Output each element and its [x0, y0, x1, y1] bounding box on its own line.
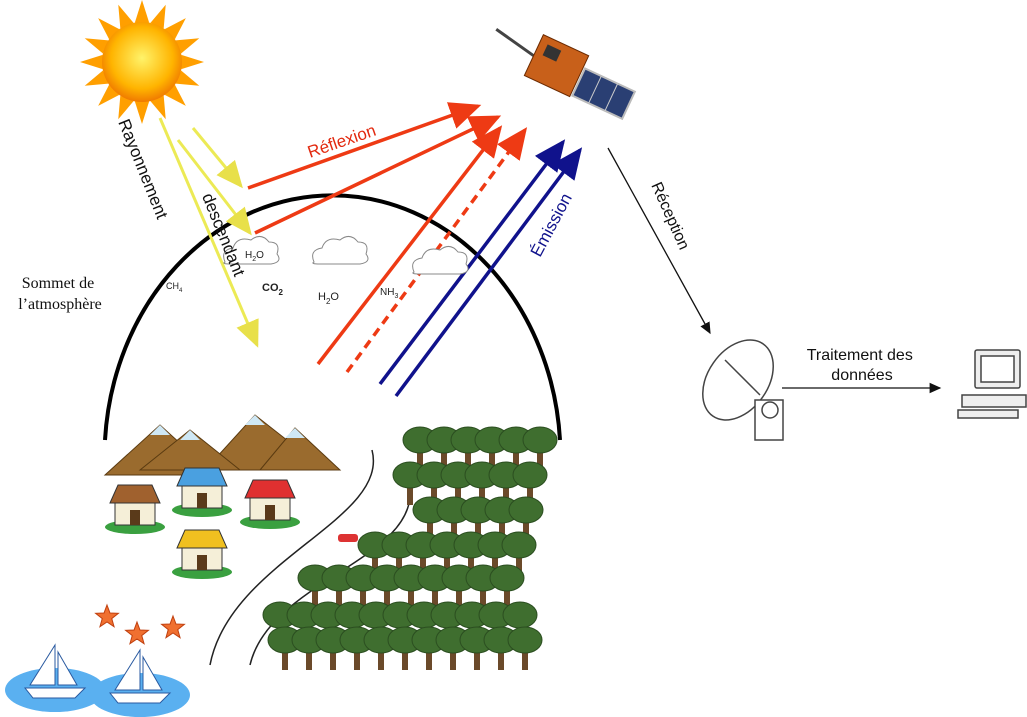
- label-line: données: [831, 367, 892, 384]
- part: 3: [394, 293, 398, 300]
- house-roof: [110, 485, 160, 503]
- emission-label: Émission: [527, 190, 576, 260]
- label-line: Rayonnement: [114, 116, 171, 222]
- house-door: [197, 555, 207, 570]
- label-line: l’atmosphère: [18, 296, 102, 313]
- molecule: NH3: [380, 287, 398, 300]
- house-door: [130, 510, 140, 525]
- house-roof: [177, 468, 227, 486]
- processing-label: Traitement des données: [807, 347, 918, 384]
- car: [338, 534, 358, 542]
- hull: [25, 688, 85, 698]
- hull: [110, 693, 170, 703]
- reflection-arrows: [248, 106, 525, 372]
- part: CH: [166, 281, 179, 291]
- sun-ray: [135, 101, 149, 124]
- molecule: CH4: [166, 281, 183, 294]
- starfish: [162, 616, 185, 638]
- sun: [80, 0, 204, 124]
- house-door: [197, 493, 207, 508]
- starfish: [96, 605, 119, 627]
- part: H: [318, 291, 326, 303]
- part: CO: [262, 282, 279, 294]
- emission-arrows: [380, 142, 580, 396]
- part: 2: [279, 288, 284, 297]
- atmosphere-boundary: [105, 195, 560, 440]
- sail: [115, 650, 162, 690]
- label-line: Traitement des: [807, 347, 913, 364]
- tree-crown: [503, 602, 537, 628]
- computer: [958, 350, 1026, 418]
- tree-crown: [490, 565, 524, 591]
- satellite: [484, 16, 641, 121]
- tree-crown: [508, 627, 542, 653]
- downwelling-label: Rayonnement descendant: [114, 98, 248, 298]
- landscape: [5, 415, 557, 717]
- antenna: [688, 327, 788, 440]
- sun-ray: [80, 55, 103, 69]
- reception-arrow: [608, 148, 710, 333]
- part: O: [256, 250, 264, 261]
- sun-ray: [181, 55, 204, 69]
- atmosphere-label: Sommet de l’atmosphère: [18, 275, 102, 313]
- house-roof: [177, 530, 227, 548]
- molecule: CO2: [262, 282, 284, 297]
- tree-crown: [513, 462, 547, 488]
- snow: [150, 425, 170, 435]
- part: H: [245, 250, 252, 261]
- starfish: [126, 622, 149, 644]
- tree-crown: [509, 497, 543, 523]
- label-line: Sommet de: [22, 275, 94, 292]
- part: O: [330, 291, 339, 303]
- part: NH: [380, 287, 394, 298]
- tree-crown: [523, 427, 557, 453]
- page: {"labels": {"downwelling": ["Rayonnement…: [0, 0, 1027, 717]
- house-door: [265, 505, 275, 520]
- molecule: H2O: [318, 291, 339, 306]
- sail: [30, 645, 77, 685]
- incoming-arrows: [160, 118, 257, 345]
- snow: [285, 428, 305, 438]
- tree-crown: [502, 532, 536, 558]
- reception-label: Réception: [647, 180, 692, 253]
- part: 4: [179, 288, 183, 294]
- sun-disk: [102, 22, 182, 102]
- sun-ray: [135, 0, 149, 23]
- diagram: Rayonnement descendant Réflexion Émissio…: [0, 0, 1027, 717]
- house-roof: [245, 480, 295, 498]
